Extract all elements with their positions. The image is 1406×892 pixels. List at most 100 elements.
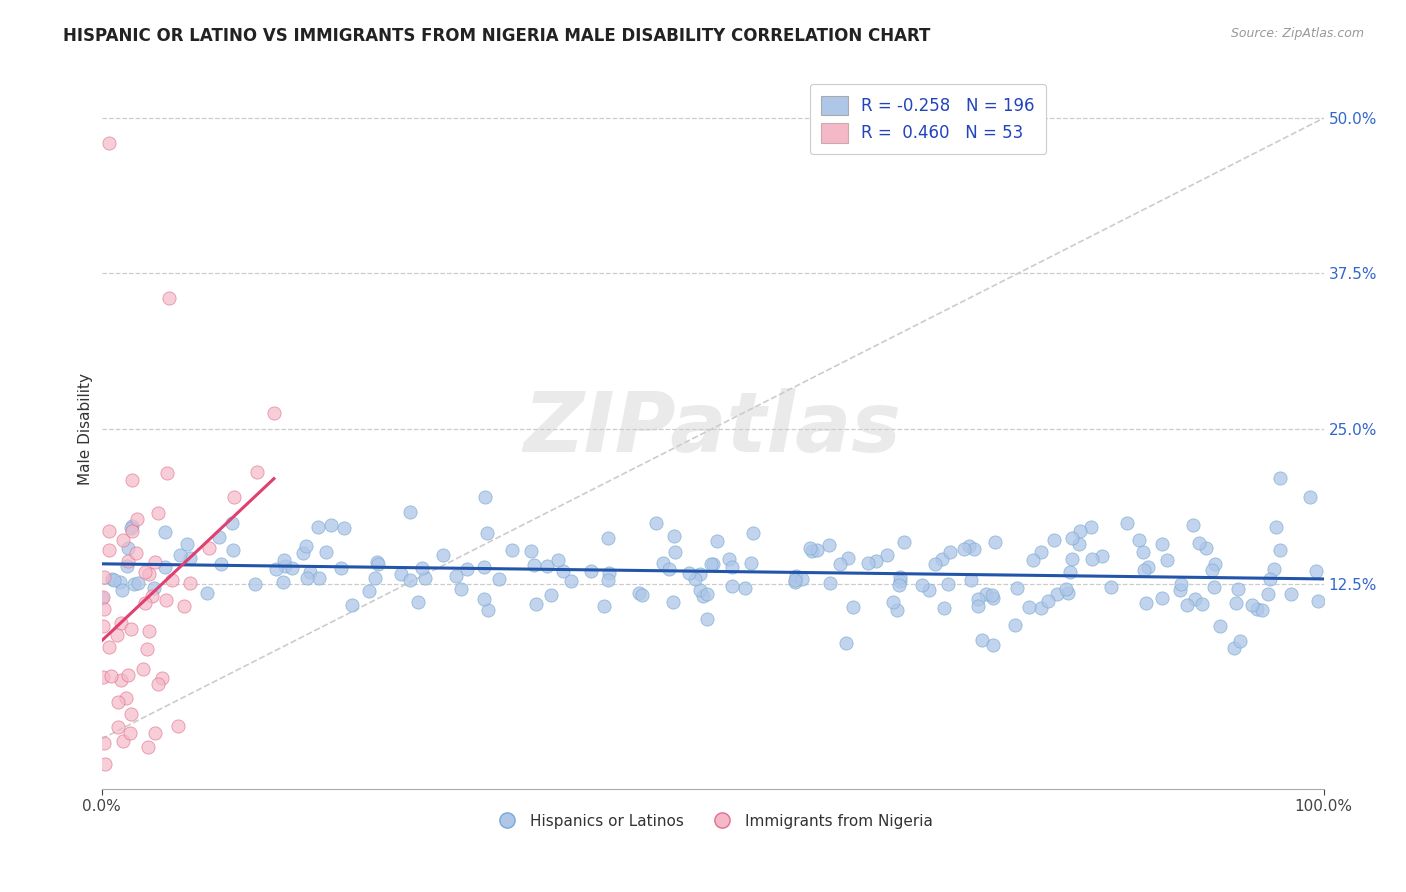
Point [886,603,908,617]
Point [274,559,297,574]
Point [1046,587,1069,601]
Point [118,726,141,740]
Point [359,583,381,598]
Point [918,582,941,597]
Point [329,561,352,575]
Point [208,530,231,544]
Text: Source: ZipAtlas.com: Source: ZipAtlas.com [1230,27,1364,40]
Point [631,588,654,602]
Point [155,525,177,540]
Point [148,676,170,690]
Point [662,595,685,609]
Point [627,586,650,600]
Point [967,591,990,606]
Point [889,570,911,584]
Point [984,534,1007,549]
Point [141,589,163,603]
Point [842,600,865,615]
Point [856,556,879,570]
Point [474,490,496,504]
Point [1054,582,1077,596]
Point [413,571,436,585]
Point [475,526,498,541]
Point [652,556,675,570]
Point [1258,572,1281,586]
Point [1133,563,1156,577]
Point [94,756,117,771]
Point [1188,536,1211,550]
Point [150,671,173,685]
Point [222,542,245,557]
Point [1132,544,1154,558]
Point [1279,587,1302,601]
Point [1018,600,1040,615]
Point [536,558,558,573]
Point [1029,600,1052,615]
Point [1265,520,1288,534]
Point [91,590,114,604]
Point [444,568,467,582]
Point [110,616,132,631]
Point [692,589,714,603]
Point [1005,581,1028,595]
Point [209,557,232,571]
Point [117,554,139,568]
Point [1209,619,1232,633]
Point [1069,524,1091,539]
Point [299,566,322,580]
Point [598,566,620,581]
Point [924,558,946,572]
Point [111,582,134,597]
Point [134,596,156,610]
Point [742,526,765,541]
Point [263,406,285,420]
Point [117,668,139,682]
Point [477,603,499,617]
Point [887,578,910,592]
Point [1191,597,1213,611]
Point [389,566,412,581]
Point [581,564,603,578]
Point [1099,580,1122,594]
Point [972,632,994,647]
Point [785,574,807,589]
Point [1204,580,1226,594]
Point [1222,641,1244,656]
Point [1059,565,1081,579]
Point [292,546,315,560]
Point [125,546,148,560]
Point [307,520,329,534]
Point [432,548,454,562]
Point [1043,533,1066,547]
Point [100,668,122,682]
Point [1201,563,1223,577]
Point [540,589,562,603]
Point [1241,598,1264,612]
Point [120,521,142,535]
Point [959,573,981,587]
Point [1270,542,1292,557]
Point [93,569,115,583]
Point [121,474,143,488]
Point [121,518,143,533]
Point [1156,553,1178,567]
Point [658,561,681,575]
Point [1229,633,1251,648]
Y-axis label: Male Disability: Male Disability [79,373,93,484]
Text: HISPANIC OR LATINO VS IMMIGRANTS FROM NIGERIA MALE DISABILITY CORRELATION CHART: HISPANIC OR LATINO VS IMMIGRANTS FROM NI… [63,27,931,45]
Point [101,572,124,586]
Point [179,576,201,591]
Point [340,598,363,612]
Point [399,573,422,587]
Point [135,642,157,657]
Point [153,560,176,574]
Point [1299,490,1322,504]
Point [197,541,219,555]
Point [315,545,337,559]
Point [138,740,160,755]
Point [560,574,582,588]
Point [245,577,267,591]
Point [93,602,115,616]
Point [740,556,762,570]
Point [148,506,170,520]
